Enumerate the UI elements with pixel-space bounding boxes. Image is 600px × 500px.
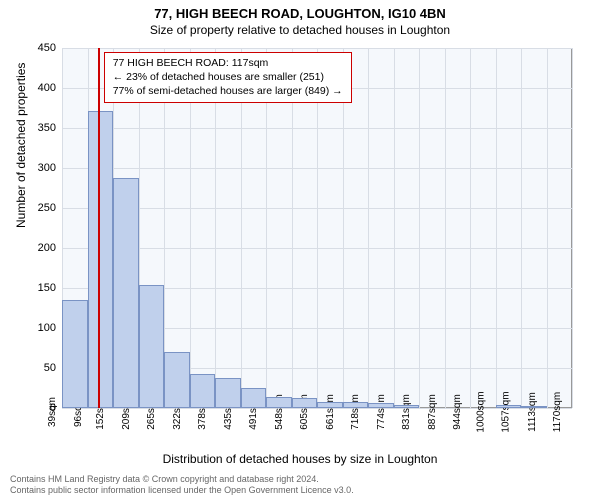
y-tick-label: 400 [38,82,56,94]
y-tick-label: 350 [38,122,56,134]
histogram-bar [496,405,522,408]
x-tick-label: 944sqm [452,394,463,430]
y-tick-label: 250 [38,202,56,214]
x-axis-label: Distribution of detached houses by size … [0,452,600,466]
histogram-bar [62,300,88,408]
histogram-bar [113,178,139,408]
histogram-bar [368,403,394,408]
grid-line-v [394,48,395,408]
y-tick-label: 200 [38,242,56,254]
x-tick-label: 1000sqm [475,391,486,432]
x-tick-label: 774sqm [376,394,387,430]
grid-line-v [572,48,573,408]
info-box-line1: 77 HIGH BEECH ROAD: 117sqm [113,56,343,70]
x-tick-label: 831sqm [401,394,412,430]
x-tick-label: 39sqm [47,397,58,427]
chart-subtitle: Size of property relative to detached ho… [0,21,600,37]
property-marker-line [98,48,100,408]
histogram-bar [88,111,114,408]
x-tick-label: 718sqm [350,394,361,430]
attribution-line2: Contains public sector information licen… [10,485,354,496]
grid-line-v [496,48,497,408]
grid-line-v [521,48,522,408]
attribution: Contains HM Land Registry data © Crown c… [10,474,354,496]
y-tick-label: 100 [38,322,56,334]
histogram-bar [343,402,369,408]
histogram-bar [394,405,420,408]
histogram-bar [164,352,190,408]
plot-area: 05010015020025030035040045039sqm96sqm152… [62,48,572,408]
chart-title: 77, HIGH BEECH ROAD, LOUGHTON, IG10 4BN [0,0,600,21]
attribution-line1: Contains HM Land Registry data © Crown c… [10,474,354,485]
info-box-line2: ← 23% of detached houses are smaller (25… [113,70,343,84]
grid-line-v [445,48,446,408]
grid-line-v [547,48,548,408]
grid-line-v [368,48,369,408]
y-axis-label: Number of detached properties [14,63,28,228]
grid-line-v [419,48,420,408]
chart-container: 77, HIGH BEECH ROAD, LOUGHTON, IG10 4BN … [0,0,600,500]
info-box: 77 HIGH BEECH ROAD: 117sqm← 23% of detac… [104,52,352,103]
histogram-bar [266,397,292,408]
histogram-bar [241,388,267,408]
y-tick-label: 300 [38,162,56,174]
x-tick-label: 661sqm [325,394,336,430]
x-tick-label: 1113sqm [527,392,538,432]
y-tick-label: 450 [38,42,56,54]
grid-line-v [470,48,471,408]
histogram-bar [139,285,165,408]
info-box-line3: 77% of semi-detached houses are larger (… [113,84,343,98]
histogram-bar [317,402,343,408]
histogram-bar [215,378,241,408]
histogram-bar [521,406,547,408]
histogram-bar [292,398,318,408]
y-tick-label: 50 [44,362,56,374]
grid-line-h [62,408,572,409]
x-tick-label: 1170sqm [552,392,563,432]
x-tick-label: 1057sqm [500,391,511,432]
x-tick-label: 887sqm [427,394,438,430]
y-tick-label: 150 [38,282,56,294]
histogram-bar [190,374,216,408]
